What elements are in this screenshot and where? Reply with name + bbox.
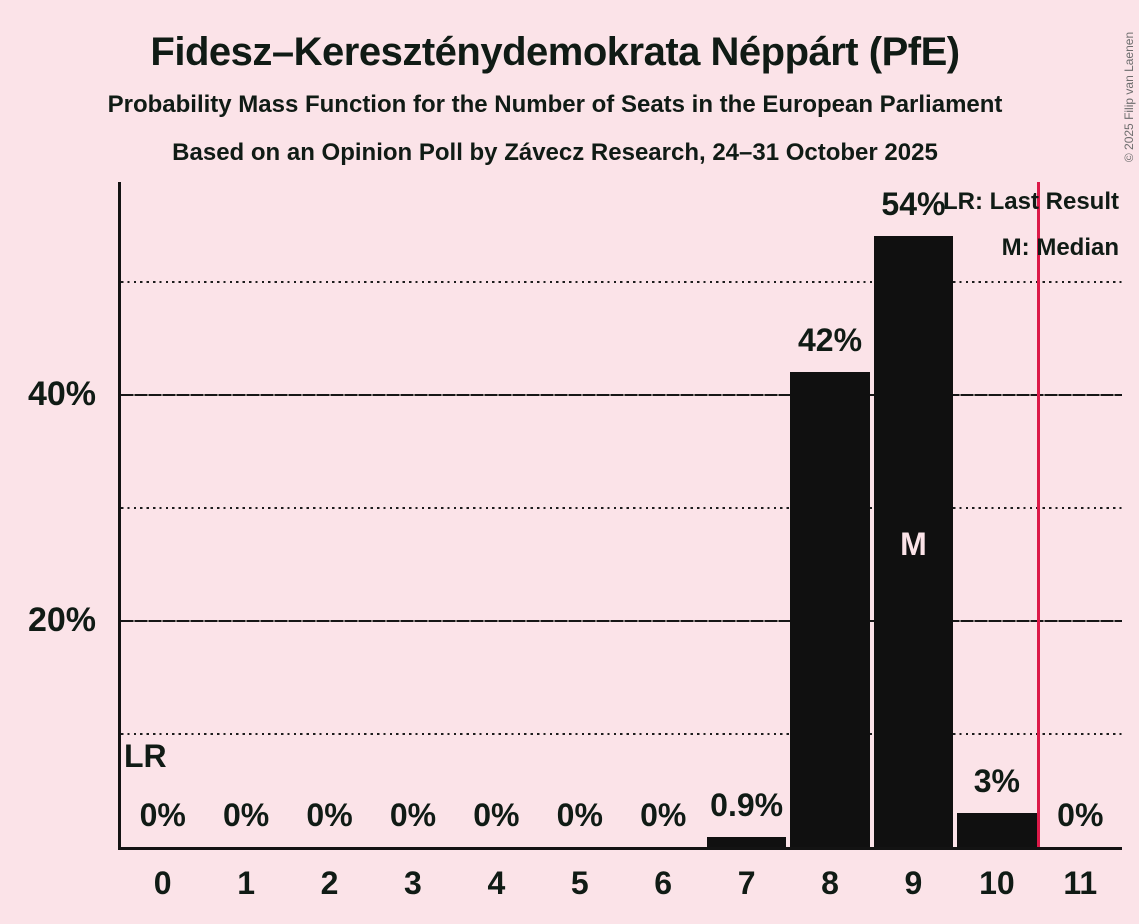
x-tick-label-3: 3 bbox=[404, 865, 422, 901]
bar-value-label-5: 0% bbox=[556, 797, 603, 833]
poll-source-line: Based on an Opinion Poll by Závecz Resea… bbox=[172, 139, 938, 166]
chart-subtitle: Probability Mass Function for the Number… bbox=[107, 91, 1003, 118]
last-result-line bbox=[1037, 182, 1041, 847]
x-tick-label-11: 11 bbox=[1063, 865, 1098, 901]
x-tick-label-2: 2 bbox=[320, 865, 339, 901]
bar-value-label-8: 42% bbox=[798, 322, 863, 358]
legend-last-result: LR: Last Result bbox=[942, 188, 1119, 215]
y-tick-label-20: 20% bbox=[27, 600, 96, 639]
gridline-dotted-50 bbox=[121, 280, 1122, 283]
bar-value-label-0: 0% bbox=[139, 797, 186, 833]
bar-value-label-9: 54% bbox=[881, 186, 946, 223]
bar-value-label-6: 0% bbox=[640, 797, 687, 833]
gridline-dotted-30 bbox=[121, 506, 1122, 509]
x-tick-label-7: 7 bbox=[737, 865, 756, 901]
x-tick-label-1: 1 bbox=[237, 865, 255, 901]
gridline-solid-20 bbox=[121, 619, 1122, 622]
last-result-marker-label: LR bbox=[124, 738, 167, 774]
y-tick-label-40: 40% bbox=[27, 374, 96, 413]
copyright-notice: © 2025 Filip van Laenen bbox=[1122, 31, 1136, 163]
bar-value-label-7: 0.9% bbox=[710, 786, 784, 823]
x-tick-label-4: 4 bbox=[487, 865, 506, 901]
x-tick-label-5: 5 bbox=[570, 865, 589, 901]
x-tick-label-10: 10 bbox=[979, 865, 1015, 901]
x-tick-label-6: 6 bbox=[654, 865, 673, 901]
median-marker-label: M bbox=[900, 526, 927, 562]
x-tick-label-0: 0 bbox=[153, 865, 172, 901]
bar-value-label-3: 0% bbox=[389, 797, 437, 833]
x-tick-label-9: 9 bbox=[904, 865, 923, 901]
bar-value-label-4: 0% bbox=[473, 797, 520, 833]
x-axis-line bbox=[118, 847, 1122, 850]
bar-seats-10 bbox=[957, 813, 1037, 847]
legend-median: M: Median bbox=[1001, 234, 1119, 261]
bar-value-label-2: 0% bbox=[306, 797, 353, 833]
plot-area: 20% 40% 0% 0 0% 1 0% 2 0% 3 0% 4 0% 5 0% 6 0.9% 7 42% 8 54% 9… bbox=[28, 182, 1122, 901]
x-tick-label-8: 8 bbox=[821, 865, 839, 901]
gridline-dotted-10 bbox=[121, 732, 1122, 735]
bar-value-label-10: 3% bbox=[973, 763, 1020, 800]
bar-seats-7 bbox=[706, 836, 787, 847]
gridline-solid-40 bbox=[121, 393, 1122, 396]
bar-seats-9 bbox=[873, 236, 954, 847]
bar-seats-8 bbox=[790, 372, 870, 847]
page-title: Fidesz–Kereszténydemokrata Néppárt (PfE) bbox=[150, 30, 960, 74]
bar-value-label-1: 0% bbox=[222, 797, 270, 833]
bar-value-label-11: 0% bbox=[1057, 797, 1104, 833]
